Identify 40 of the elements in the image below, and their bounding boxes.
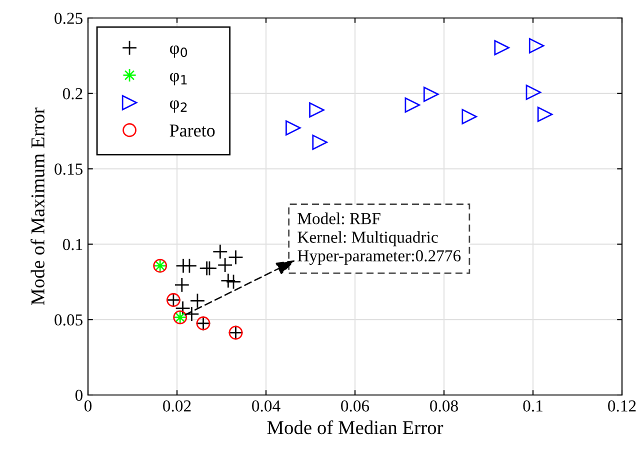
point [182, 258, 198, 274]
point [423, 86, 439, 102]
point [174, 277, 190, 293]
y-tick-label: 0.2 [62, 88, 82, 100]
x-tick-label: 0.04 [252, 400, 280, 412]
point [217, 257, 233, 273]
y-tick-label: 0.05 [54, 314, 82, 326]
legend-label: Pareto [170, 124, 215, 137]
y-tick-label: 0.1 [62, 238, 82, 250]
point [462, 108, 478, 124]
x-tick-label: 0.1 [523, 400, 542, 412]
x-tick-label: 0.08 [430, 400, 458, 412]
x-tick-label: 0 [84, 400, 92, 412]
x-tick-label: 0.06 [341, 400, 370, 412]
point [228, 250, 244, 265]
point [404, 97, 420, 113]
x-axis-title: Mode of Median Error [267, 420, 444, 434]
point [309, 102, 324, 118]
legend-label: φ$_{2}$ [170, 100, 187, 113]
point [286, 120, 301, 136]
point [190, 293, 206, 308]
point [528, 38, 544, 54]
point [175, 300, 190, 316]
y-tick-label: 0.15 [54, 164, 82, 175]
point [526, 84, 542, 100]
x-tick-label: 0.12 [608, 400, 636, 412]
point [202, 260, 218, 276]
y-tick-label: 0 [75, 390, 83, 401]
legend-label: φ$_{0}$ [170, 45, 188, 58]
point [537, 106, 553, 122]
annotation: Model: RBF Kernel: Multiquadric Hyper-parameter:0.2776 [298, 212, 461, 265]
y-axis-title: Mode of Maximum Error [30, 108, 44, 306]
point [494, 40, 510, 56]
x-tick-label: 0.02 [163, 400, 191, 412]
point [220, 273, 236, 288]
point [226, 274, 242, 290]
point [312, 134, 328, 150]
legend-label: φ$_{1}$ [170, 72, 187, 86]
point [212, 244, 228, 260]
y-tick-label: 0.25 [54, 12, 82, 24]
